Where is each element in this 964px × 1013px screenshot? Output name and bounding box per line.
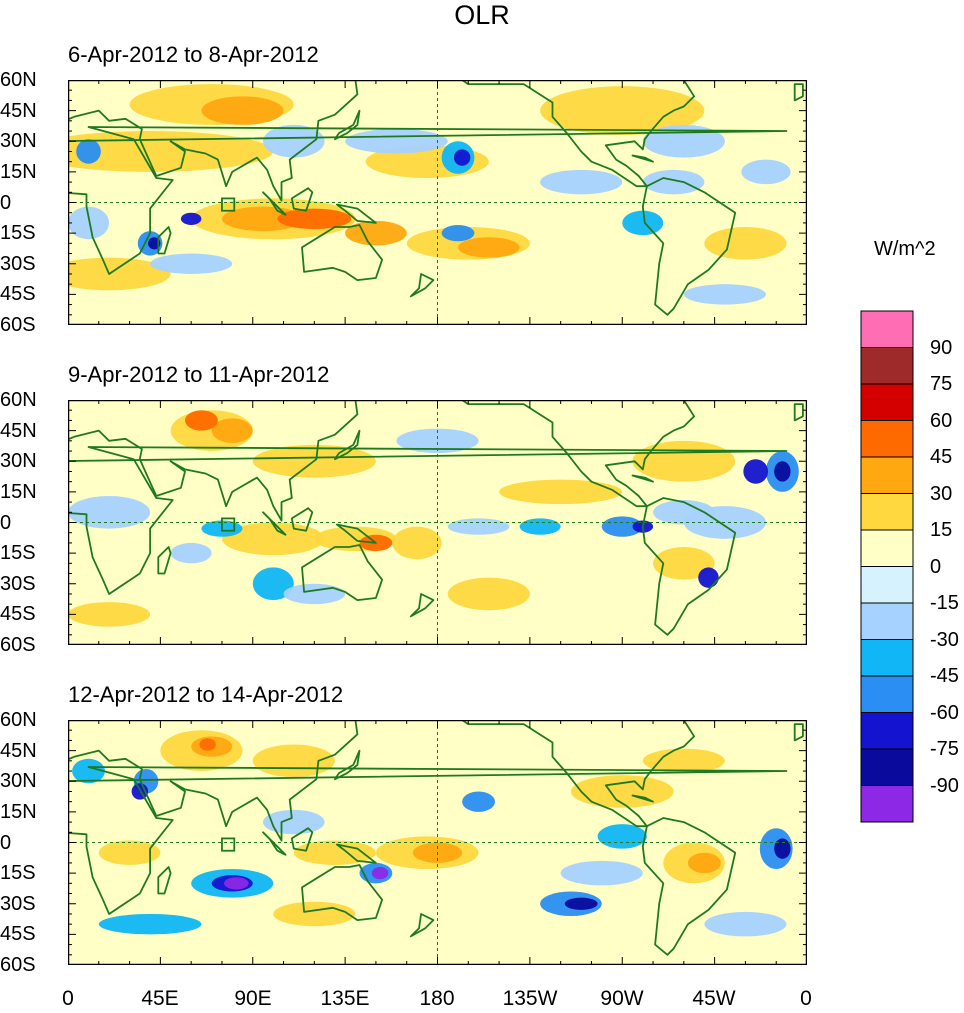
panel-1-title: 6-Apr-2012 to 8-Apr-2012 [68,42,319,68]
lat-tick-label: 45N [0,741,44,761]
lon-tick-label: 180 [419,988,454,1010]
panel-2-map [68,400,807,645]
colorbar-swatch [861,567,913,604]
colorbar-swatch [861,749,913,786]
lon-tick-label: 0 [62,988,74,1010]
lon-tick-label: 45E [141,988,178,1010]
lon-tick-label: 90W [600,988,643,1010]
lat-tick-label: 30S [0,894,44,914]
lat-tick-label: 60N [0,710,44,730]
colorbar-swatch [861,494,913,531]
lat-tick-label: 60N [0,390,44,410]
colorbar-unit: W/m^2 [874,238,936,261]
lat-tick-label: 0 [0,833,44,853]
colorbar-swatch [861,311,913,348]
colorbar-label: -60 [930,703,959,723]
panel-3-title: 12-Apr-2012 to 14-Apr-2012 [68,682,343,708]
lon-tick-label: 45W [692,988,735,1010]
colorbar-label: 0 [930,557,941,577]
lat-tick-label: 60N [0,70,44,90]
lon-tick-label: 0 [800,988,812,1010]
colorbar-swatch [861,676,913,713]
colorbar-label: 15 [930,520,952,540]
colorbar-label: -90 [930,776,959,796]
lat-tick-label: 60S [0,635,44,655]
lat-tick-label: 45N [0,421,44,441]
colorbar-label: -30 [930,630,959,650]
lat-tick-label: 60S [0,315,44,335]
lat-tick-label: 15N [0,802,44,822]
lat-tick-label: 45S [0,924,44,944]
lat-tick-label: 15N [0,482,44,502]
colorbar-label: 60 [930,411,952,431]
lat-tick-label: 45S [0,604,44,624]
lat-tick-label: 15S [0,543,44,563]
lat-tick-label: 60S [0,955,44,975]
figure-title: OLR [0,0,964,30]
colorbar-swatch [861,384,913,421]
colorbar-swatch [861,457,913,494]
panel-1-map [68,80,807,325]
lat-tick-label: 30N [0,451,44,471]
colorbar-swatch [861,603,913,640]
lat-tick-label: 15S [0,223,44,243]
lat-tick-label: 45N [0,101,44,121]
colorbar-swatch [861,421,913,458]
lon-tick-label: 90E [234,988,271,1010]
lat-tick-label: 30S [0,254,44,274]
lat-tick-label: 30N [0,771,44,791]
colorbar-label: -15 [930,593,959,613]
lat-tick-label: 30N [0,131,44,151]
colorbar [860,310,920,830]
lat-tick-label: 0 [0,193,44,213]
colorbar-swatch [861,530,913,567]
colorbar-label: 30 [930,484,952,504]
lat-tick-label: 0 [0,513,44,533]
lon-tick-label: 135E [320,988,369,1010]
lat-tick-label: 45S [0,284,44,304]
colorbar-label: 75 [930,374,952,394]
colorbar-label: -75 [930,739,959,759]
lat-tick-label: 15S [0,863,44,883]
panel-3-map [68,720,807,965]
colorbar-label: 45 [930,447,952,467]
lat-tick-label: 30S [0,574,44,594]
colorbar-swatch [861,348,913,385]
lon-tick-label: 135W [503,988,558,1010]
colorbar-swatch [861,640,913,677]
colorbar-label: -45 [930,666,959,686]
colorbar-label: 90 [930,338,952,358]
colorbar-swatch [861,713,913,750]
panel-2-title: 9-Apr-2012 to 11-Apr-2012 [68,362,329,388]
lat-tick-label: 15N [0,162,44,182]
colorbar-swatch [861,786,913,823]
